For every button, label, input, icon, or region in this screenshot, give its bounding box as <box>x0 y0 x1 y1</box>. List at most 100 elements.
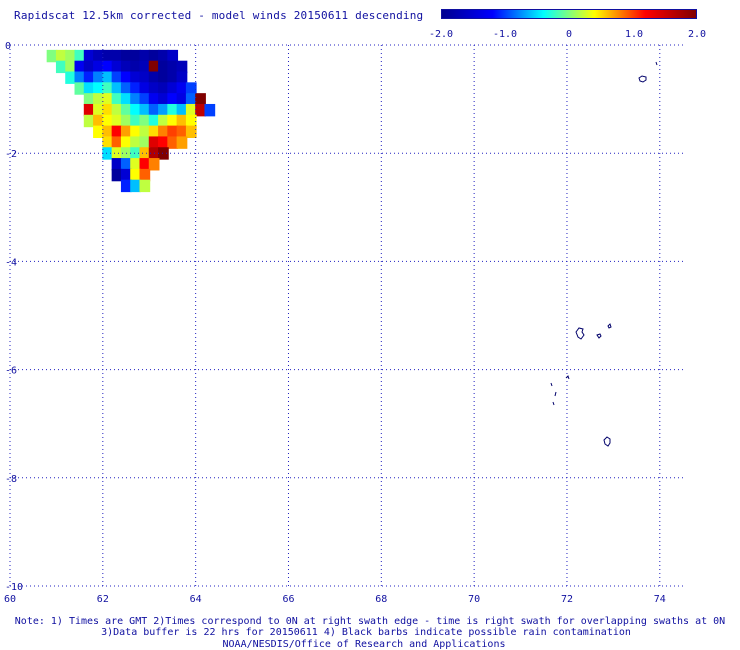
heatmap-cell <box>139 103 151 117</box>
heatmap-cell <box>74 82 86 95</box>
heatmap-cell <box>139 93 151 106</box>
heatmap-cell <box>130 103 141 117</box>
island-outline <box>575 327 585 340</box>
heatmap-cell <box>102 60 114 74</box>
heatmap-cell <box>167 60 179 74</box>
island-outline <box>655 61 658 66</box>
heatmap-cell <box>120 82 132 95</box>
heatmap-cell <box>167 103 179 117</box>
y-tick-label: -4 <box>5 257 17 268</box>
heatmap-cell <box>83 103 95 117</box>
heatmap-cell <box>65 71 76 84</box>
heatmap-cell <box>185 82 197 95</box>
heatmap-cell <box>130 125 141 139</box>
heatmap-cell <box>111 93 123 106</box>
heatmap-cell <box>139 114 151 128</box>
heatmap-cell <box>158 136 169 149</box>
heatmap-cell <box>167 114 179 128</box>
heatmap-cell <box>65 49 76 63</box>
heatmap-cell <box>148 158 160 171</box>
heatmap-cell <box>74 71 86 84</box>
heatmap-cell <box>55 49 67 63</box>
heatmap-cell <box>102 93 114 106</box>
island-outline <box>596 333 602 339</box>
heatmap-cell <box>102 125 114 139</box>
heatmap-cell <box>148 136 160 149</box>
heatmap-cell <box>130 60 141 74</box>
colorbar-tick-label: -2.0 <box>428 29 454 40</box>
heatmap-cell <box>158 114 169 128</box>
heatmap-cell <box>195 103 206 117</box>
heatmap-cell <box>176 60 188 74</box>
heatmap-cell <box>176 114 188 128</box>
colorbar: -2.0 -1.0 0 1.0 2.0 <box>429 9 706 40</box>
heatmap-cell <box>120 103 132 117</box>
heatmap-cell <box>111 136 123 149</box>
gridlines <box>9 44 683 587</box>
heatmap-cell <box>130 168 141 182</box>
heatmap-cell <box>102 71 114 84</box>
x-tick-label: 64 <box>190 594 202 605</box>
heatmap-cell <box>111 71 123 84</box>
heatmap-cell <box>148 71 160 84</box>
heatmap-cell <box>74 60 86 74</box>
y-tick-label: -10 <box>5 582 23 593</box>
x-tick-label: 66 <box>282 594 294 605</box>
heatmap-cell <box>158 71 169 84</box>
heatmap-cell <box>102 103 114 117</box>
heatmap-cell <box>120 179 132 193</box>
heatmap-cell <box>176 93 188 106</box>
heatmap-cell <box>111 114 123 128</box>
heatmap-cell <box>111 168 123 182</box>
heatmap-cell <box>195 93 206 106</box>
y-tick-label: 0 <box>5 41 11 52</box>
heatmap-cell <box>46 49 58 63</box>
heatmap-cell <box>130 93 141 106</box>
y-tick-labels: 0 -2 -4 -6 -8 -10 <box>5 41 23 593</box>
heatmap-cell <box>83 60 95 74</box>
island-outline <box>638 75 647 83</box>
heatmap-cell <box>130 136 141 149</box>
y-tick-label: -8 <box>5 474 17 485</box>
heatmap-cell <box>111 158 123 171</box>
heatmap-cell <box>148 60 160 74</box>
heatmap-cell <box>139 49 151 63</box>
heatmap-cell <box>93 103 104 117</box>
heatmap-cell <box>139 147 151 160</box>
island-outlines <box>550 61 658 447</box>
heatmap-cell <box>167 49 179 63</box>
heatmap-cells <box>46 49 216 193</box>
heatmap-cell <box>185 93 197 106</box>
heatmap-cell <box>139 82 151 95</box>
heatmap-cell <box>111 103 123 117</box>
heatmap-cell <box>176 71 188 84</box>
heatmap-cell <box>130 82 141 95</box>
chart-title: Rapidscat 12.5km corrected - model winds… <box>14 9 424 22</box>
x-tick-label: 62 <box>97 594 109 605</box>
heatmap-cell <box>102 82 114 95</box>
heatmap-cell <box>176 136 188 149</box>
heatmap-cell <box>74 49 86 63</box>
y-tick-label: -2 <box>5 149 17 160</box>
heatmap-cell <box>55 60 67 74</box>
heatmap-cell <box>148 93 160 106</box>
heatmap-cell <box>102 147 114 160</box>
heatmap-cell <box>130 158 141 171</box>
heatmap-cell <box>185 125 197 139</box>
heatmap-cell <box>120 49 132 63</box>
heatmap-cell <box>139 136 151 149</box>
colorbar-tick-label: -1.0 <box>492 29 518 40</box>
heatmap-cell <box>111 147 123 160</box>
heatmap-cell <box>120 114 132 128</box>
heatmap-cell <box>167 82 179 95</box>
heatmap-cell <box>139 71 151 84</box>
heatmap-cell <box>167 125 179 139</box>
heatmap-cell <box>111 60 123 74</box>
heatmap-cell <box>65 60 76 74</box>
heatmap-cell <box>93 125 104 139</box>
heatmap-cell <box>111 125 123 139</box>
heatmap-cell <box>111 49 123 63</box>
heatmap-cell <box>120 158 132 171</box>
heatmap-cell <box>148 114 160 128</box>
